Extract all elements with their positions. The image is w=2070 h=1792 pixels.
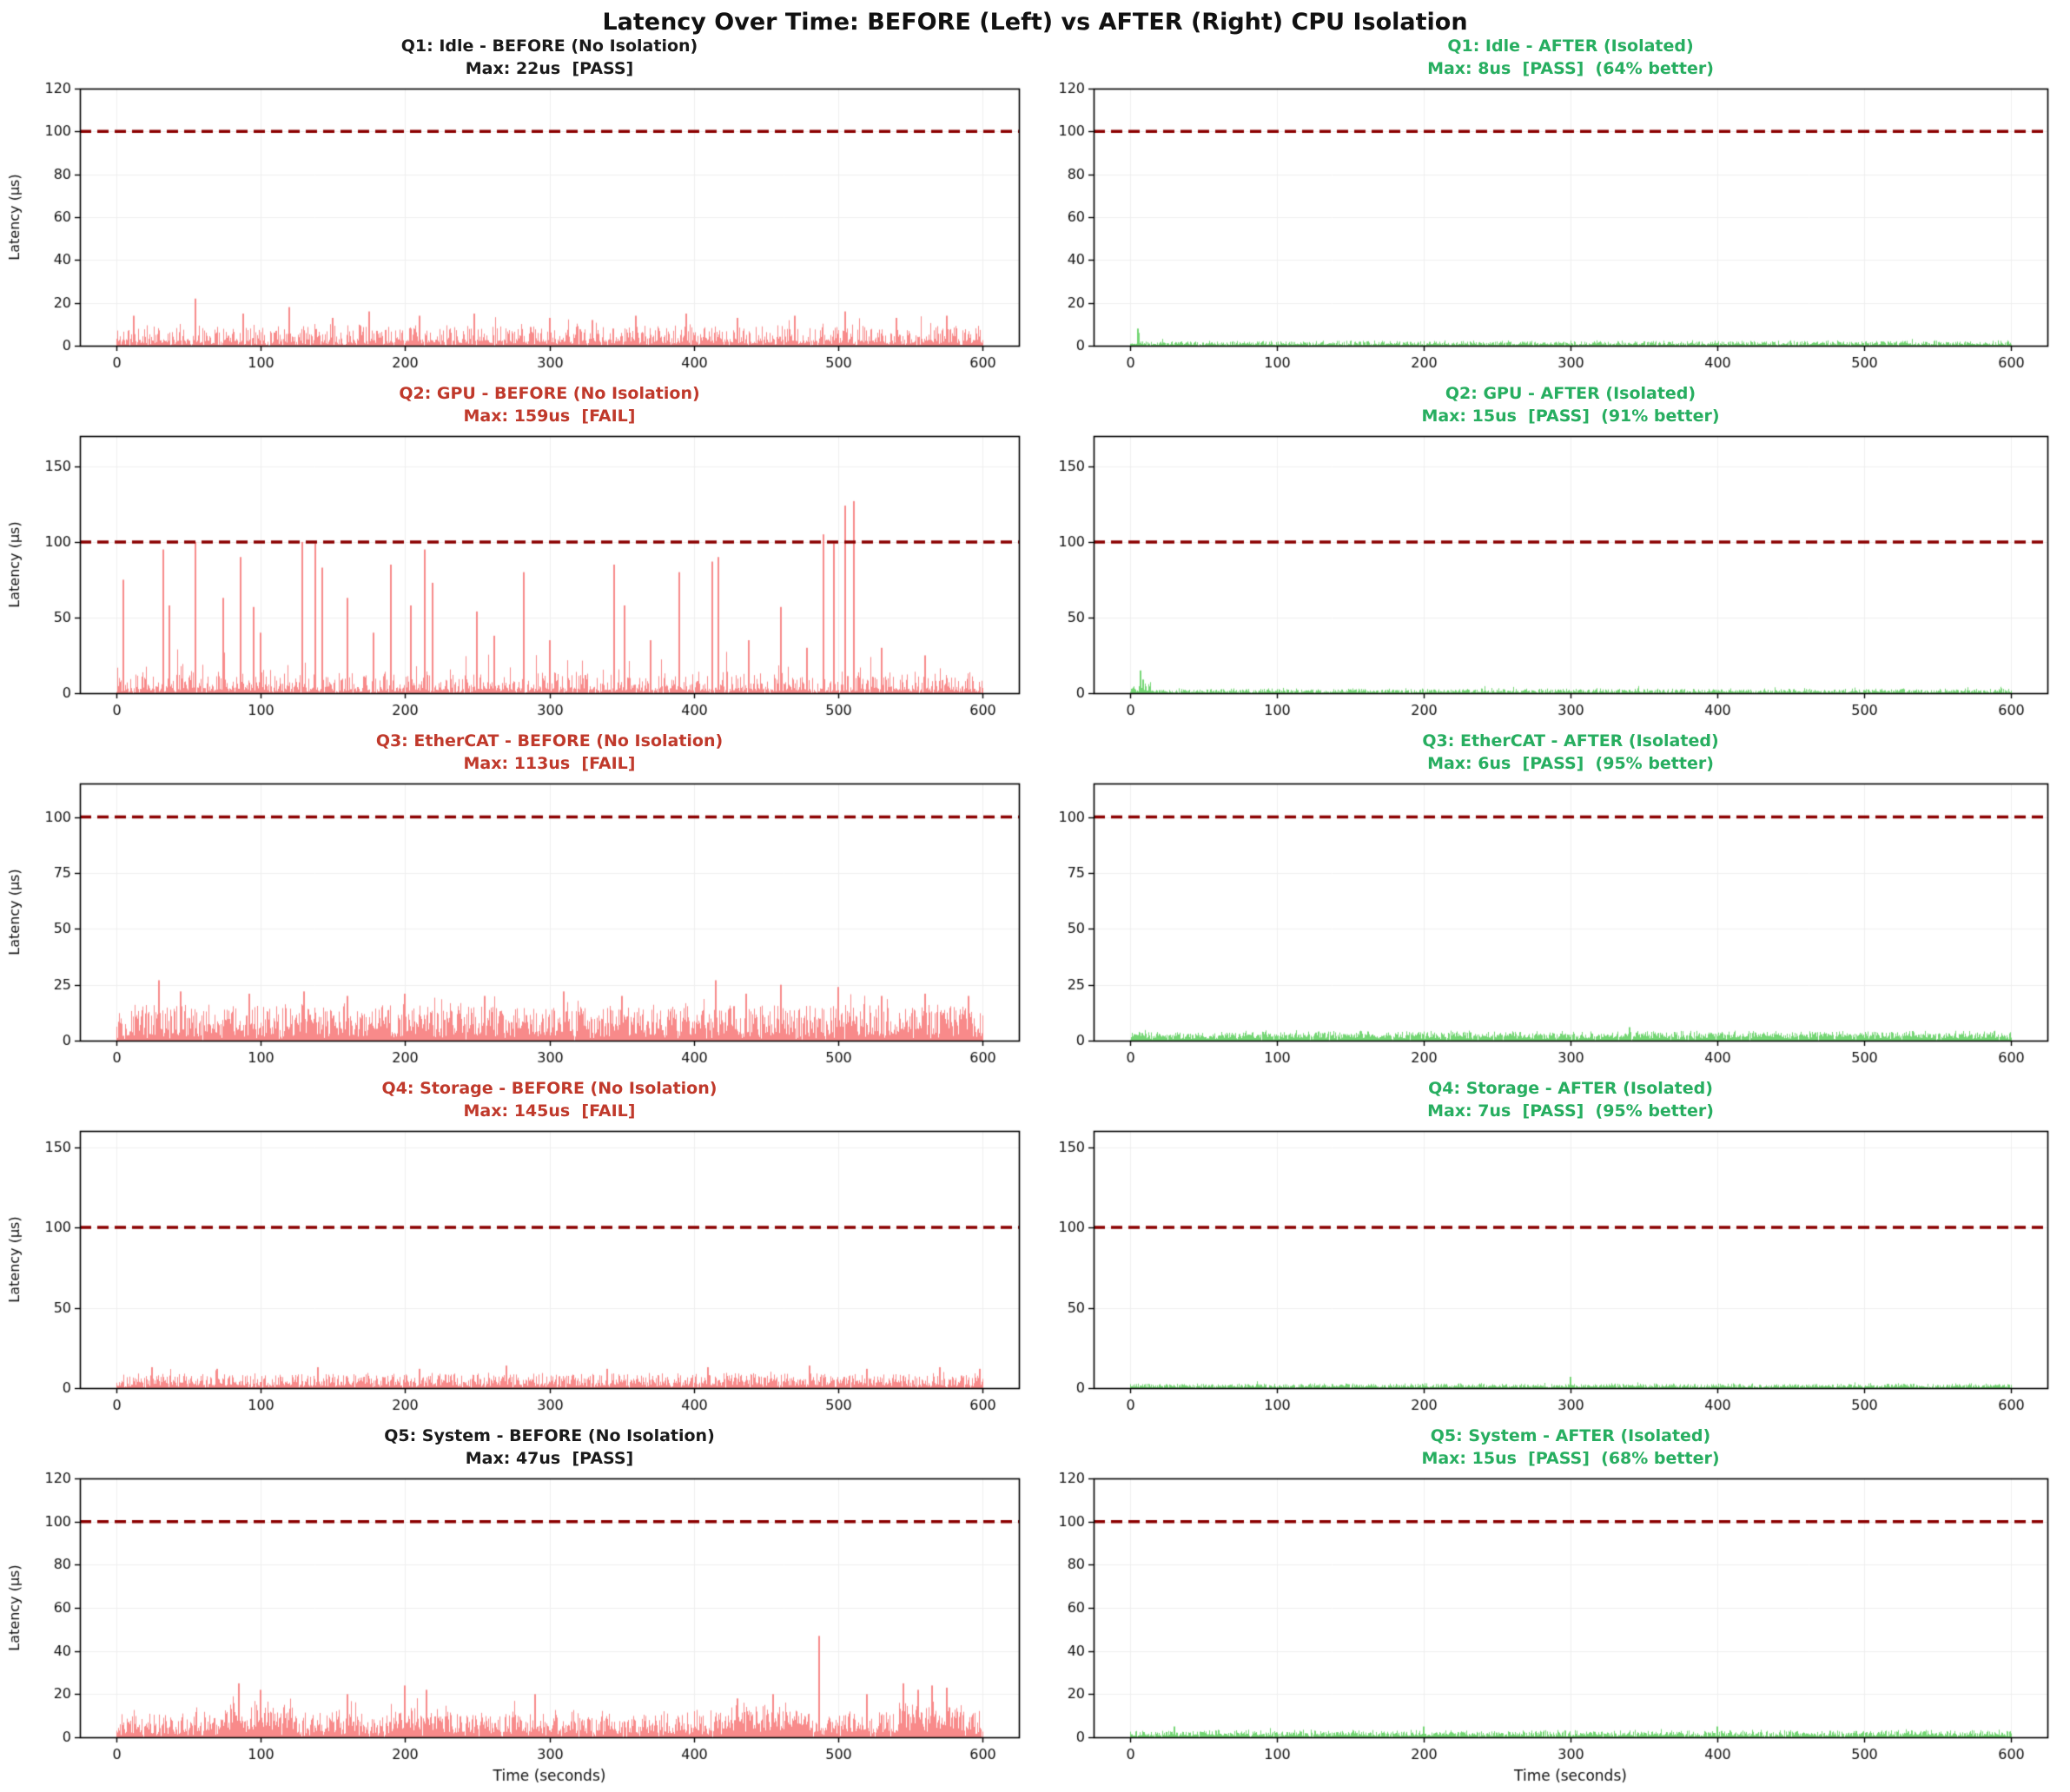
subplot-title-line2: Max: 159us [FAIL] (463, 407, 636, 426)
subplot-q5-after: Q5: System - AFTER (Isolated) Max: 15us … (1040, 1421, 2070, 1791)
subplot-title-line2: Max: 47us [PASS] (465, 1449, 634, 1468)
subplot-title-line2: Max: 145us [FAIL] (463, 1101, 636, 1121)
subplot-title-line2: Max: 6us [PASS] (95% better) (1427, 754, 1714, 773)
plot-canvas-q5-before (0, 1471, 1040, 1791)
subplot-title-line1: Q3: EtherCAT - AFTER (Isolated) (1422, 731, 1719, 751)
subplot-title: Q2: GPU - BEFORE (No Isolation) Max: 159… (80, 379, 1019, 429)
subplot-title-line1: Q1: Idle - AFTER (Isolated) (1447, 36, 1694, 56)
subplot-title-line2: Max: 8us [PASS] (64% better) (1427, 59, 1714, 78)
subplot-title: Q3: EtherCAT - BEFORE (No Isolation) Max… (80, 726, 1019, 777)
subplot-title: Q5: System - BEFORE (No Isolation) Max: … (80, 1421, 1019, 1471)
subplot-title-line1: Q2: GPU - BEFORE (No Isolation) (399, 384, 700, 403)
plot-canvas-q2-before (0, 429, 1040, 726)
subplot-q1-after: Q1: Idle - AFTER (Isolated) Max: 8us [PA… (1040, 31, 2070, 379)
subplot-q4-after: Q4: Storage - AFTER (Isolated) Max: 7us … (1040, 1074, 2070, 1421)
plot-canvas-q2-after (1040, 429, 2070, 726)
plot-canvas-q4-after (1040, 1124, 2070, 1421)
subplot-title: Q2: GPU - AFTER (Isolated) Max: 15us [PA… (1094, 379, 2047, 429)
subplot-q3-before: Q3: EtherCAT - BEFORE (No Isolation) Max… (0, 726, 1040, 1074)
subplot-title: Q3: EtherCAT - AFTER (Isolated) Max: 6us… (1094, 726, 2047, 777)
subplot-title-line2: Max: 15us [PASS] (91% better) (1421, 407, 1720, 426)
subplot-title-line1: Q3: EtherCAT - BEFORE (No Isolation) (375, 731, 724, 751)
subplot-title-line1: Q2: GPU - AFTER (Isolated) (1445, 384, 1696, 403)
subplot-title-line2: Max: 7us [PASS] (95% better) (1427, 1101, 1714, 1121)
subplot-title: Q5: System - AFTER (Isolated) Max: 15us … (1094, 1421, 2047, 1471)
subplot-title: Q1: Idle - AFTER (Isolated) Max: 8us [PA… (1094, 31, 2047, 82)
subplot-title-line1: Q4: Storage - BEFORE (No Isolation) (381, 1079, 718, 1098)
chart-grid: Q1: Idle - BEFORE (No Isolation) Max: 22… (0, 31, 2070, 1791)
plot-canvas-q3-before (0, 777, 1040, 1074)
plot-canvas-q4-before (0, 1124, 1040, 1421)
subplot-title-line1: Q1: Idle - BEFORE (No Isolation) (400, 36, 698, 56)
subplot-q2-after: Q2: GPU - AFTER (Isolated) Max: 15us [PA… (1040, 379, 2070, 726)
subplot-q5-before: Q5: System - BEFORE (No Isolation) Max: … (0, 1421, 1040, 1791)
subplot-q3-after: Q3: EtherCAT - AFTER (Isolated) Max: 6us… (1040, 726, 2070, 1074)
subplot-title-line1: Q5: System - BEFORE (No Isolation) (384, 1426, 715, 1445)
subplot-q4-before: Q4: Storage - BEFORE (No Isolation) Max:… (0, 1074, 1040, 1421)
subplot-title-line2: Max: 22us [PASS] (465, 59, 634, 78)
subplot-title: Q4: Storage - BEFORE (No Isolation) Max:… (80, 1074, 1019, 1124)
subplot-title-line1: Q5: System - AFTER (Isolated) (1430, 1426, 1711, 1445)
figure-title: Latency Over Time: BEFORE (Left) vs AFTE… (602, 9, 1468, 36)
subplot-title-line1: Q4: Storage - AFTER (Isolated) (1428, 1079, 1713, 1098)
plot-canvas-q1-before (0, 82, 1040, 379)
plot-canvas-q5-after (1040, 1471, 2070, 1791)
subplot-title: Q4: Storage - AFTER (Isolated) Max: 7us … (1094, 1074, 2047, 1124)
subplot-q1-before: Q1: Idle - BEFORE (No Isolation) Max: 22… (0, 31, 1040, 379)
plot-canvas-q1-after (1040, 82, 2070, 379)
subplot-title-line2: Max: 113us [FAIL] (463, 754, 636, 773)
subplot-title: Q1: Idle - BEFORE (No Isolation) Max: 22… (80, 31, 1019, 82)
subplot-q2-before: Q2: GPU - BEFORE (No Isolation) Max: 159… (0, 379, 1040, 726)
subplot-title-line2: Max: 15us [PASS] (68% better) (1421, 1449, 1720, 1468)
plot-canvas-q3-after (1040, 777, 2070, 1074)
